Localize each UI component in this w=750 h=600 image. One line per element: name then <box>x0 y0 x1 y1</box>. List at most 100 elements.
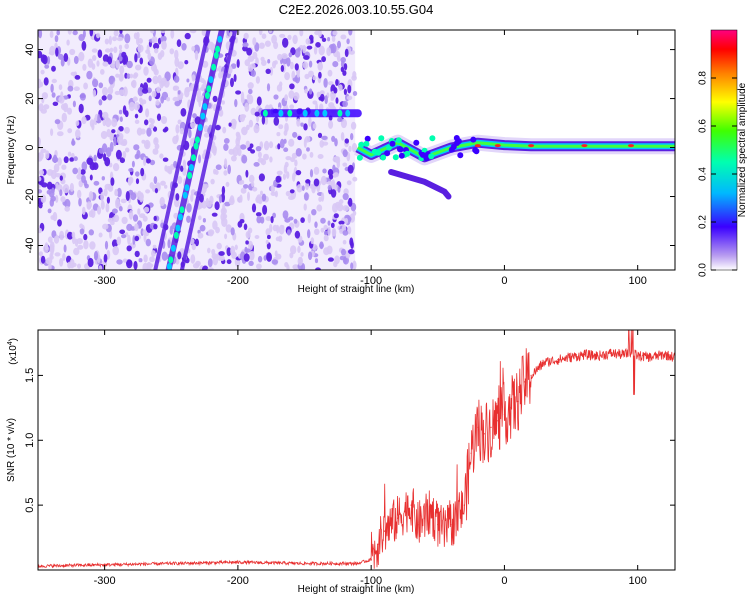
snr-point <box>417 524 419 526</box>
noise-speck <box>284 72 290 81</box>
noise-speck <box>146 77 152 83</box>
noise-speck <box>240 180 245 185</box>
noise-speck <box>105 202 110 213</box>
noise-speck <box>188 128 192 139</box>
noise-speck <box>145 158 151 164</box>
noise-speck <box>197 232 204 239</box>
noise-speck <box>69 182 74 192</box>
noise-speck <box>146 263 154 268</box>
noise-speck <box>269 156 273 163</box>
noise-speck <box>319 90 325 96</box>
noise-speck <box>117 135 124 145</box>
noise-speck <box>82 63 87 71</box>
noise-speck <box>323 224 328 231</box>
noise-speck <box>226 259 232 265</box>
noise-speck <box>340 132 345 141</box>
noise-speck <box>244 59 251 67</box>
noise-speck <box>110 217 116 223</box>
noise-speck <box>285 156 292 161</box>
noise-speck <box>153 223 158 230</box>
noise-speck <box>73 156 78 162</box>
noise-speck <box>304 136 311 143</box>
noise-speck <box>152 75 159 85</box>
noise-speck <box>106 196 110 204</box>
noise-speck <box>352 91 358 96</box>
noise-speck <box>285 190 291 197</box>
noise-speck <box>318 196 323 202</box>
noise-speck <box>250 63 256 69</box>
noise-speck <box>261 193 267 202</box>
noise-speck <box>75 120 80 126</box>
noise-speck <box>327 220 331 226</box>
snr-point <box>383 530 386 532</box>
noise-speck <box>115 59 120 69</box>
noise-speck <box>143 82 148 91</box>
noise-speck <box>303 203 307 211</box>
colorbar <box>710 29 738 271</box>
noise-speck <box>59 189 63 197</box>
noise-speck <box>243 32 249 40</box>
y-tick-label: 1.5 <box>24 368 36 383</box>
noise-speck <box>108 75 115 85</box>
noise-speck <box>276 132 281 137</box>
noise-speck <box>287 34 292 41</box>
diagonal-streak-2-core <box>187 172 193 179</box>
noise-speck <box>63 244 67 253</box>
noise-speck <box>48 190 55 198</box>
noise-speck <box>286 264 290 270</box>
noise-speck <box>227 164 231 175</box>
noise-speck <box>106 249 111 260</box>
noise-speck <box>252 51 258 60</box>
noise-speck <box>177 61 184 70</box>
snr-point <box>397 517 399 519</box>
noise-speck <box>137 208 141 215</box>
noise-speck <box>137 52 141 59</box>
noise-speck <box>136 36 140 46</box>
noise-speck <box>166 97 171 102</box>
carrier-blob <box>363 140 370 147</box>
noise-speck <box>228 122 232 127</box>
noise-speck <box>346 180 352 186</box>
noise-speck <box>266 83 271 92</box>
noise-speck <box>342 230 349 236</box>
diagonal-streak-2-core <box>202 103 208 111</box>
snr-point <box>503 413 505 415</box>
noise-speck <box>218 251 225 256</box>
snr-xlabel: Height of straight line (km) <box>298 584 415 595</box>
noise-speck <box>308 88 313 95</box>
noise-speck <box>91 48 98 53</box>
noise-speck <box>349 237 354 247</box>
noise-speck <box>98 82 104 89</box>
diagonal-streak-2-core <box>191 154 196 162</box>
noise-speck <box>342 205 350 212</box>
noise-speck <box>78 51 85 62</box>
noise-speck <box>272 212 276 219</box>
noise-speck <box>265 239 269 245</box>
noise-speck <box>119 157 125 164</box>
noise-speck <box>118 109 123 115</box>
noise-speck <box>92 55 97 61</box>
noise-speck <box>74 75 81 80</box>
noise-speck <box>313 166 320 175</box>
noise-speck <box>230 118 237 127</box>
noise-speck <box>271 34 277 45</box>
noise-speck <box>154 47 159 54</box>
noise-speck <box>107 93 113 101</box>
noise-speck <box>161 40 167 50</box>
noise-speck <box>157 74 162 84</box>
snr-point <box>637 355 639 357</box>
carrier-blob <box>398 152 405 159</box>
noise-speck <box>300 122 304 127</box>
noise-speck <box>111 118 118 128</box>
noise-speck <box>350 262 354 270</box>
noise-speck <box>266 252 272 262</box>
lower-branch <box>388 169 452 200</box>
noise-speck <box>340 60 345 68</box>
noise-speck <box>212 146 217 156</box>
carrier-peak <box>474 144 481 148</box>
noise-speck <box>136 149 141 159</box>
noise-speck <box>222 203 226 213</box>
noise-speck <box>255 212 262 217</box>
noise-speck <box>77 244 84 250</box>
noise-speck <box>180 108 187 117</box>
